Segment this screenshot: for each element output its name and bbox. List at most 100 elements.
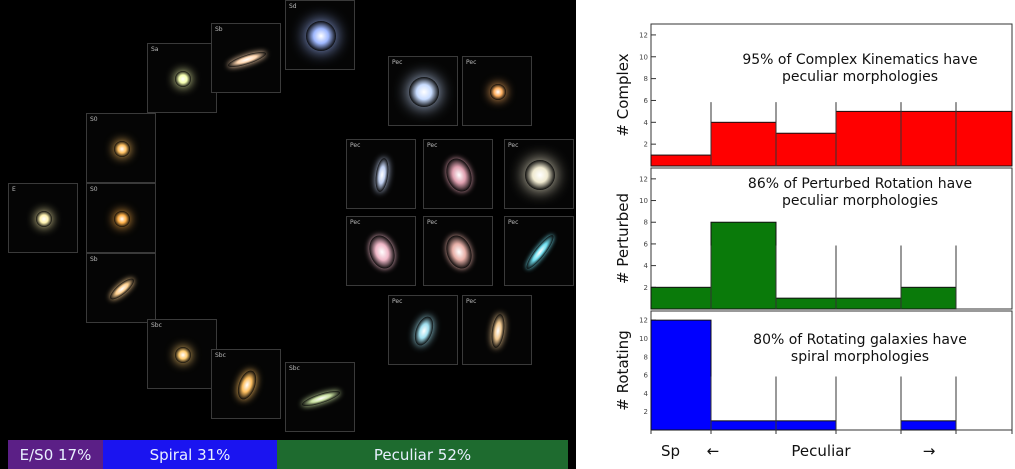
galaxy-image bbox=[306, 21, 336, 51]
galaxy-thumbnail: E bbox=[8, 183, 78, 253]
galaxy-image bbox=[525, 160, 555, 190]
galaxy-type-tag: Sd bbox=[289, 3, 297, 10]
x-category-label: Peculiar bbox=[791, 442, 851, 460]
galaxy-thumbnail: S0 bbox=[86, 113, 156, 183]
galaxy-type-tag: Pec bbox=[466, 298, 477, 305]
y-tick-label: 2 bbox=[644, 408, 648, 416]
y-tick-label: 6 bbox=[644, 97, 649, 105]
galaxy-image bbox=[175, 347, 191, 363]
galaxy-image bbox=[114, 141, 130, 157]
histogram-bar bbox=[710, 221, 777, 310]
galaxy-image bbox=[300, 387, 342, 409]
galaxy-thumbnail: Pec bbox=[346, 139, 416, 209]
y-tick-label: 10 bbox=[639, 53, 648, 61]
galaxy-image bbox=[441, 154, 477, 196]
galaxy-image bbox=[409, 77, 439, 107]
galaxy-type-tag: Pec bbox=[508, 219, 519, 226]
legend-segment-spiral: Spiral 31% bbox=[103, 440, 277, 469]
galaxy-thumbnail: Sb bbox=[211, 23, 281, 93]
histogram-bar bbox=[650, 154, 712, 167]
galaxy-image bbox=[441, 231, 477, 273]
panel-annotation: spiral morphologies bbox=[791, 349, 929, 365]
panel-annotation: 86% of Perturbed Rotation have bbox=[748, 176, 972, 192]
galaxy-image bbox=[107, 275, 137, 303]
galaxy-thumbnail: Pec bbox=[504, 139, 574, 209]
y-axis-title: # Rotating bbox=[614, 330, 632, 410]
galaxy-type-tag: Pec bbox=[392, 298, 403, 305]
galaxy-type-tag: Sbc bbox=[151, 322, 162, 329]
galaxy-type-tag: Pec bbox=[427, 219, 438, 226]
panel-annotation: peculiar morphologies bbox=[782, 69, 938, 85]
galaxy-thumbnail: Sbc bbox=[147, 319, 217, 389]
legend-label-spiral: Spiral 31% bbox=[149, 445, 231, 464]
x-category-label: → bbox=[923, 442, 936, 460]
galaxy-type-tag: Pec bbox=[427, 142, 438, 149]
y-tick-label: 8 bbox=[644, 219, 648, 227]
histogram-bar bbox=[900, 420, 957, 431]
galaxy-thumbnail: Sa bbox=[147, 43, 217, 113]
galaxy-montage: E S0 S0 Sa Sb Sd Sb Sbc Sbc Sbc Pec Pec Pec Pec Pec Pec… bbox=[0, 0, 576, 469]
galaxy-thumbnail: Pec bbox=[504, 216, 574, 286]
galaxy-image bbox=[234, 368, 260, 402]
y-tick-label: 8 bbox=[644, 353, 648, 361]
legend-segment-peculiar: Peculiar 52% bbox=[277, 440, 568, 469]
panel-annotation: 95% of Complex Kinematics have bbox=[742, 52, 977, 68]
histogram-bar bbox=[775, 420, 837, 431]
y-tick-label: 10 bbox=[639, 335, 648, 343]
histogram-bar bbox=[955, 110, 1013, 167]
galaxy-thumbnail: S0 bbox=[86, 183, 156, 253]
histogram-bar bbox=[650, 286, 712, 310]
y-axis-title: # Perturbed bbox=[614, 193, 632, 284]
galaxy-type-tag: Pec bbox=[350, 219, 361, 226]
galaxy-type-tag: Pec bbox=[392, 59, 403, 66]
galaxy-thumbnail: Pec bbox=[423, 139, 493, 209]
galaxy-type-tag: E bbox=[12, 186, 16, 193]
y-tick-label: 10 bbox=[639, 197, 648, 205]
galaxy-image bbox=[489, 313, 507, 349]
galaxy-type-tag: S0 bbox=[90, 186, 98, 193]
galaxy-image bbox=[114, 211, 130, 227]
morphology-legend-bar: E/S0 17% Spiral 31% Peculiar 52% bbox=[8, 440, 568, 469]
galaxy-type-tag: Sa bbox=[151, 46, 159, 53]
galaxy-type-tag: Sbc bbox=[289, 365, 300, 372]
galaxy-image bbox=[523, 232, 557, 272]
galaxy-type-tag: Pec bbox=[466, 59, 477, 66]
x-category-label: ← bbox=[707, 442, 720, 460]
galaxy-type-tag: Sbc bbox=[215, 352, 226, 359]
y-tick-label: 2 bbox=[644, 141, 648, 149]
galaxy-image bbox=[490, 84, 506, 100]
panel-annotation: peculiar morphologies bbox=[782, 193, 938, 209]
histogram-bar bbox=[710, 420, 777, 431]
galaxy-type-tag: S0 bbox=[90, 116, 98, 123]
histogram-bar bbox=[835, 297, 902, 310]
galaxy-thumbnail: Pec bbox=[462, 56, 532, 126]
y-tick-label: 2 bbox=[644, 284, 648, 292]
histogram-bar bbox=[900, 286, 957, 310]
galaxy-image bbox=[411, 314, 437, 348]
galaxy-image bbox=[364, 231, 400, 273]
galaxy-type-tag: Pec bbox=[350, 142, 361, 149]
panel-annotation: 80% of Rotating galaxies have bbox=[753, 332, 967, 348]
y-tick-label: 6 bbox=[644, 372, 649, 380]
galaxy-type-tag: Pec bbox=[508, 142, 519, 149]
galaxy-image bbox=[36, 211, 52, 227]
x-category-label: Sp bbox=[661, 442, 680, 460]
legend-label-peculiar: Peculiar 52% bbox=[373, 445, 472, 464]
legend-segment-es0: E/S0 17% bbox=[8, 440, 103, 469]
y-tick-label: 12 bbox=[639, 31, 648, 39]
histogram-bar bbox=[900, 110, 957, 167]
galaxy-type-tag: Sb bbox=[90, 256, 98, 263]
galaxy-image bbox=[226, 48, 268, 70]
galaxy-thumbnail: Pec bbox=[346, 216, 416, 286]
histogram-bar bbox=[775, 297, 837, 310]
galaxy-thumbnail: Sd bbox=[285, 0, 355, 70]
y-axis-title: # Complex bbox=[614, 53, 632, 136]
y-tick-label: 4 bbox=[644, 262, 649, 270]
histogram-bar bbox=[650, 319, 712, 431]
y-tick-label: 4 bbox=[644, 390, 649, 398]
galaxy-thumbnail: Pec bbox=[462, 295, 532, 365]
y-tick-label: 4 bbox=[644, 119, 649, 127]
y-tick-label: 6 bbox=[644, 240, 649, 248]
y-tick-label: 12 bbox=[639, 175, 648, 183]
